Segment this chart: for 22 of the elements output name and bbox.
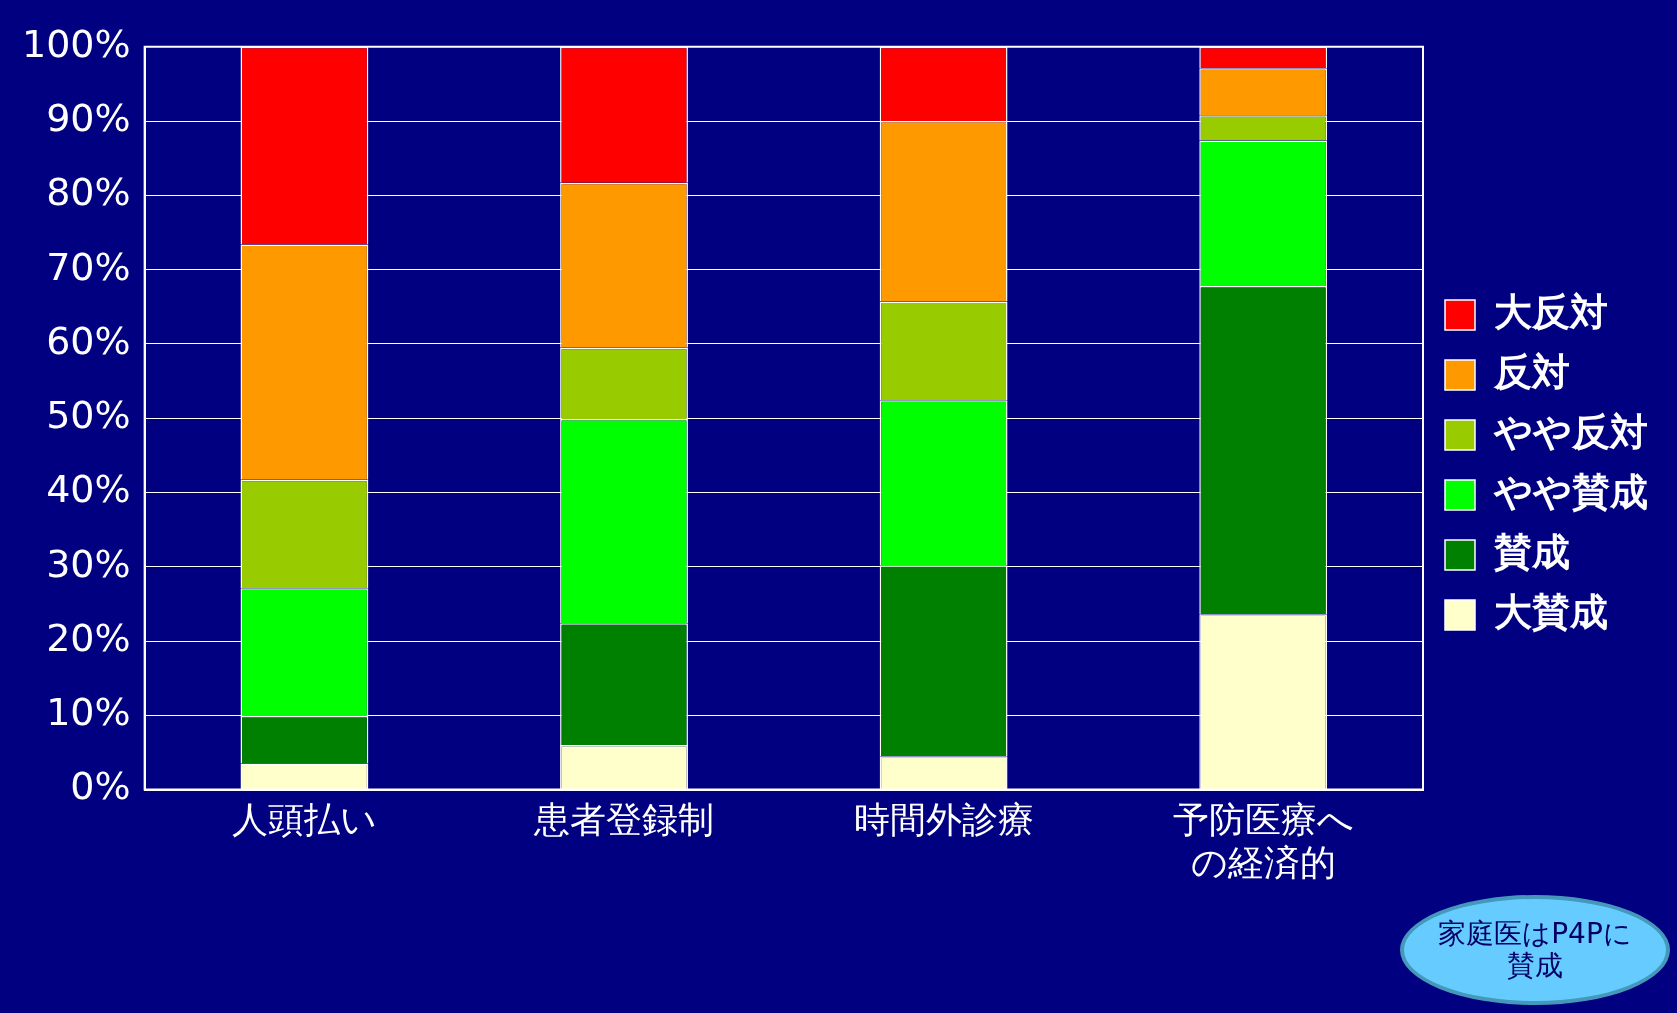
y-tick-label: 50%	[46, 393, 131, 438]
y-tick-label: 100%	[22, 21, 131, 66]
y-tick-label: 40%	[46, 467, 131, 512]
y-tick-label: 0%	[70, 764, 131, 809]
y-tick-label: 70%	[46, 244, 131, 289]
x-tick-label: 時間外診療	[853, 798, 1034, 840]
y-tick-label: 30%	[46, 541, 131, 586]
speech-bubble: 家庭医はP4Pに賛成	[1400, 895, 1670, 1005]
y-tick-label: 90%	[46, 95, 131, 140]
x-tick-label: 人頭払い	[231, 798, 377, 840]
legend-label: 大賛成	[1494, 589, 1608, 634]
legend-label: 反対	[1493, 349, 1570, 394]
y-tick-label: 80%	[46, 170, 131, 215]
y-tick-label: 60%	[46, 318, 131, 363]
y-tick-label: 10%	[46, 690, 131, 735]
y-tick-label: 20%	[46, 615, 131, 660]
legend-label: やや反対	[1493, 409, 1648, 454]
legend-label: 賛成	[1493, 529, 1570, 574]
x-tick-label: 予防医療への経済的	[1172, 798, 1354, 883]
legend-label: やや賛成	[1493, 469, 1648, 514]
x-tick-label: 患者登録制	[533, 798, 715, 840]
legend-label: 大反対	[1494, 289, 1608, 334]
